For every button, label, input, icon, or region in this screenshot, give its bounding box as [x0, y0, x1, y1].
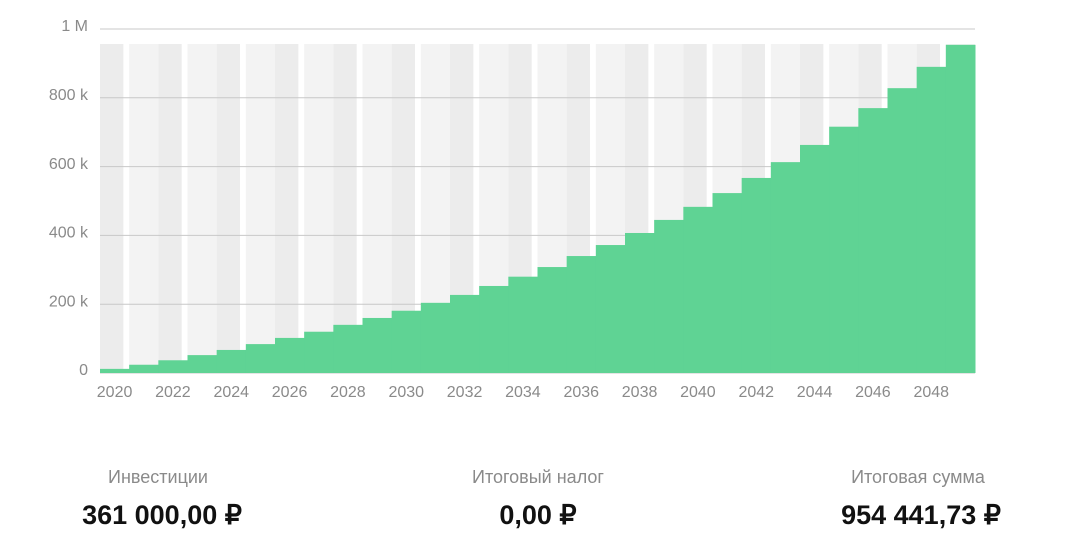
- summary-label: Итоговая сумма: [851, 467, 986, 487]
- x-tick-label: 2042: [738, 384, 774, 401]
- plot-column: [333, 44, 357, 373]
- plot-column: [187, 44, 217, 373]
- bar: [362, 317, 393, 373]
- summary-label: Инвестиции: [108, 467, 208, 487]
- plot-column: [216, 44, 240, 373]
- x-tick-label: 2030: [388, 384, 424, 401]
- summary-value: 361 000,00 ₽: [82, 500, 242, 530]
- bar: [216, 349, 247, 373]
- plot-column: [245, 44, 275, 373]
- bar: [100, 368, 130, 373]
- bar: [450, 294, 480, 373]
- bar: [741, 177, 772, 373]
- bar: [654, 219, 684, 373]
- y-tick-label: 1 M: [61, 18, 88, 35]
- bar: [508, 276, 538, 373]
- y-tick-label: 800 k: [49, 87, 89, 104]
- x-tick-label: 2024: [213, 384, 249, 401]
- x-tick-label: 2034: [505, 384, 541, 401]
- bar: [858, 108, 888, 374]
- x-tick-label: 2036: [563, 384, 599, 401]
- plot-column: [391, 44, 415, 373]
- bar: [800, 144, 830, 373]
- y-tick-label: 200 k: [49, 293, 89, 310]
- x-tick-label: 2020: [97, 384, 133, 401]
- bar: [245, 344, 276, 373]
- bar: [683, 206, 713, 373]
- y-tick-label: 0: [79, 362, 88, 379]
- bar: [420, 302, 451, 373]
- y-tick-label: 400 k: [49, 225, 89, 242]
- x-tick-label: 2028: [330, 384, 366, 401]
- bar: [829, 126, 859, 373]
- bar: [304, 331, 334, 373]
- bar: [275, 337, 305, 373]
- bar: [625, 232, 655, 373]
- plot-column: [129, 44, 159, 373]
- bar: [566, 256, 597, 373]
- bar: [479, 285, 509, 373]
- x-tick-label: 2040: [680, 384, 716, 401]
- bar: [916, 66, 947, 373]
- bar: [595, 245, 626, 373]
- plot-column: [100, 44, 124, 373]
- x-tick-label: 2046: [855, 384, 891, 401]
- x-tick-label: 2038: [622, 384, 658, 401]
- summary-value: 954 441,73 ₽: [841, 500, 1001, 530]
- bar: [129, 364, 159, 373]
- plot-column: [304, 44, 334, 373]
- summary-value: 0,00 ₽: [499, 500, 576, 530]
- bar: [770, 162, 801, 373]
- x-tick-label: 2044: [797, 384, 833, 401]
- bar: [158, 360, 188, 373]
- bar: [945, 44, 976, 373]
- plot-column: [275, 44, 299, 373]
- x-tick-label: 2032: [447, 384, 483, 401]
- x-tick-label: 2026: [272, 384, 308, 401]
- bar: [333, 324, 363, 373]
- x-tick-label: 2022: [155, 384, 191, 401]
- bar: [887, 88, 918, 373]
- plot-column: [158, 44, 182, 373]
- bar: [537, 267, 568, 373]
- bar: [712, 193, 743, 373]
- x-tick-label: 2048: [913, 384, 949, 401]
- summary-label: Итоговый налог: [472, 467, 604, 487]
- plot-column: [450, 44, 474, 373]
- y-tick-label: 600 k: [49, 156, 89, 173]
- bar: [391, 310, 422, 373]
- bar: [187, 355, 218, 373]
